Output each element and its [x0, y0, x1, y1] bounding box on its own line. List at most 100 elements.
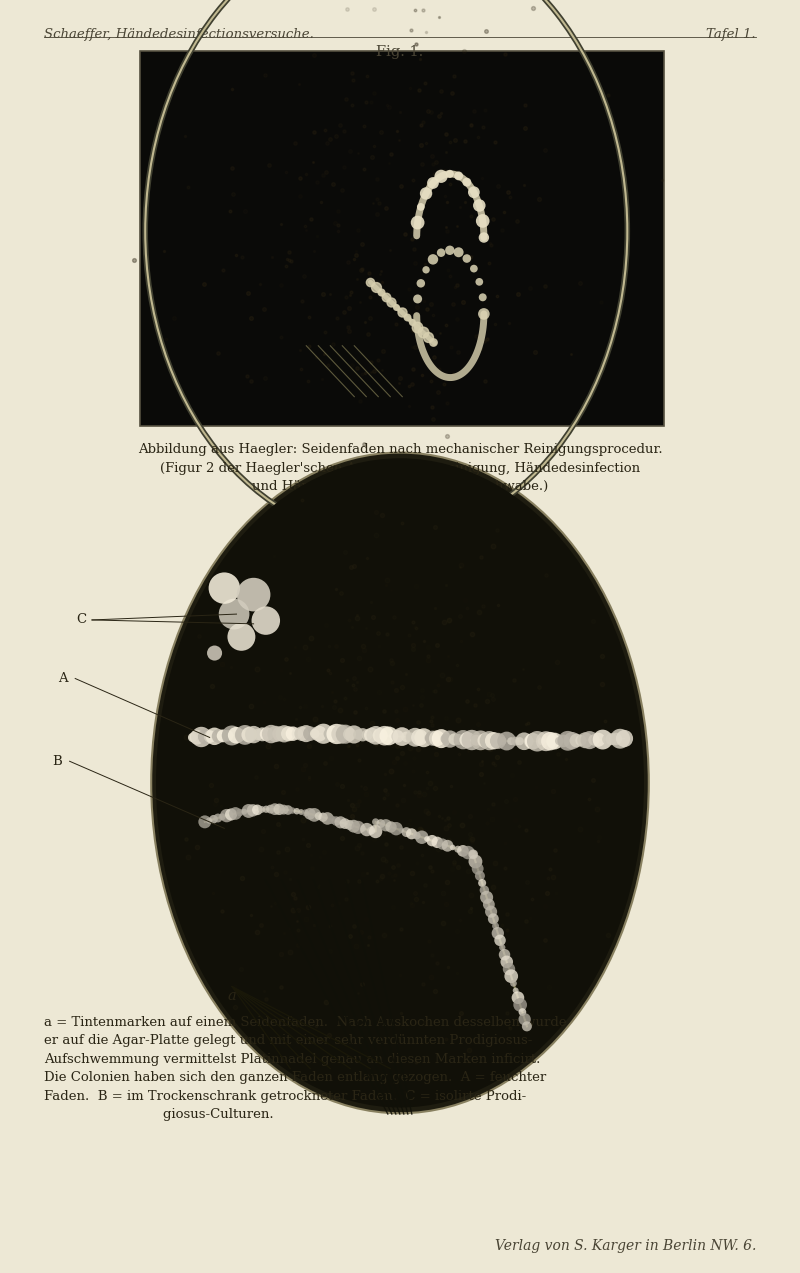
Point — [422, 101, 434, 121]
Point — [430, 151, 442, 172]
Point — [570, 731, 583, 751]
Point — [382, 97, 395, 117]
Point — [354, 732, 367, 752]
Point — [520, 736, 533, 756]
Point — [450, 308, 463, 328]
Point — [475, 737, 488, 757]
Point — [441, 393, 454, 414]
Point — [361, 66, 374, 87]
Point — [518, 174, 530, 195]
Point — [391, 295, 404, 316]
Point — [274, 687, 286, 708]
Point — [618, 728, 631, 749]
Point — [488, 313, 501, 334]
Point — [319, 615, 332, 635]
Point — [519, 117, 532, 137]
Point — [393, 373, 406, 393]
Point — [380, 569, 393, 589]
Point — [442, 808, 454, 829]
Point — [499, 791, 512, 811]
Point — [467, 258, 480, 279]
Point — [406, 723, 418, 743]
Point — [388, 871, 401, 891]
Point — [441, 835, 454, 855]
Point — [509, 731, 522, 751]
Point — [235, 626, 248, 647]
Point — [410, 825, 423, 845]
Point — [338, 687, 351, 708]
Point — [418, 630, 430, 651]
Point — [411, 853, 424, 873]
Point — [318, 344, 330, 364]
Point — [492, 594, 505, 615]
Point — [379, 850, 392, 871]
Point — [385, 761, 398, 782]
Point — [471, 326, 484, 346]
Point — [411, 712, 424, 732]
Point — [330, 811, 342, 831]
Point — [471, 714, 484, 735]
Point — [236, 868, 249, 889]
Point — [410, 1051, 423, 1072]
Point — [356, 636, 369, 657]
Point — [574, 819, 586, 839]
Point — [467, 844, 480, 864]
Point — [430, 952, 443, 973]
Point — [226, 185, 239, 205]
Point — [430, 745, 442, 765]
Point — [410, 297, 423, 317]
Point — [214, 796, 227, 816]
Point — [321, 134, 334, 154]
Point — [348, 250, 361, 270]
Point — [278, 723, 290, 743]
Point — [427, 304, 440, 325]
Point — [281, 839, 294, 859]
Point — [378, 788, 390, 808]
Point — [182, 177, 194, 197]
Point — [367, 829, 380, 849]
Point — [439, 316, 452, 336]
Point — [323, 941, 336, 961]
Point — [384, 144, 397, 164]
Point — [416, 974, 429, 994]
Point — [533, 188, 546, 209]
Point — [254, 274, 266, 294]
Point — [499, 858, 512, 878]
Point — [422, 327, 434, 348]
Point — [410, 617, 422, 638]
Point — [406, 337, 418, 358]
Point — [566, 731, 578, 751]
Point — [487, 209, 500, 229]
Point — [444, 775, 457, 796]
Point — [208, 726, 221, 746]
Point — [205, 676, 218, 696]
Point — [382, 726, 395, 746]
Point — [544, 731, 557, 751]
Text: Schaeffer, Händedesinfectionsversuche.: Schaeffer, Händedesinfectionsversuche. — [44, 28, 314, 41]
Point — [411, 213, 424, 233]
Point — [366, 192, 379, 213]
Point — [410, 889, 422, 909]
Point — [349, 680, 362, 700]
Point — [273, 799, 286, 820]
Point — [370, 726, 382, 746]
Point — [363, 927, 376, 947]
Point — [247, 724, 260, 745]
Point — [343, 815, 356, 835]
Point — [330, 636, 342, 657]
Point — [440, 222, 453, 242]
Point — [262, 792, 274, 812]
Point — [260, 799, 273, 820]
Point — [334, 700, 346, 721]
Point — [304, 723, 317, 743]
Point — [441, 191, 454, 211]
Point — [495, 220, 508, 241]
Point — [390, 680, 403, 700]
Point — [381, 95, 394, 116]
Point — [425, 294, 438, 314]
Point — [478, 228, 490, 248]
Point — [411, 289, 424, 309]
Point — [390, 121, 403, 141]
Point — [479, 205, 492, 225]
Point — [390, 314, 402, 335]
